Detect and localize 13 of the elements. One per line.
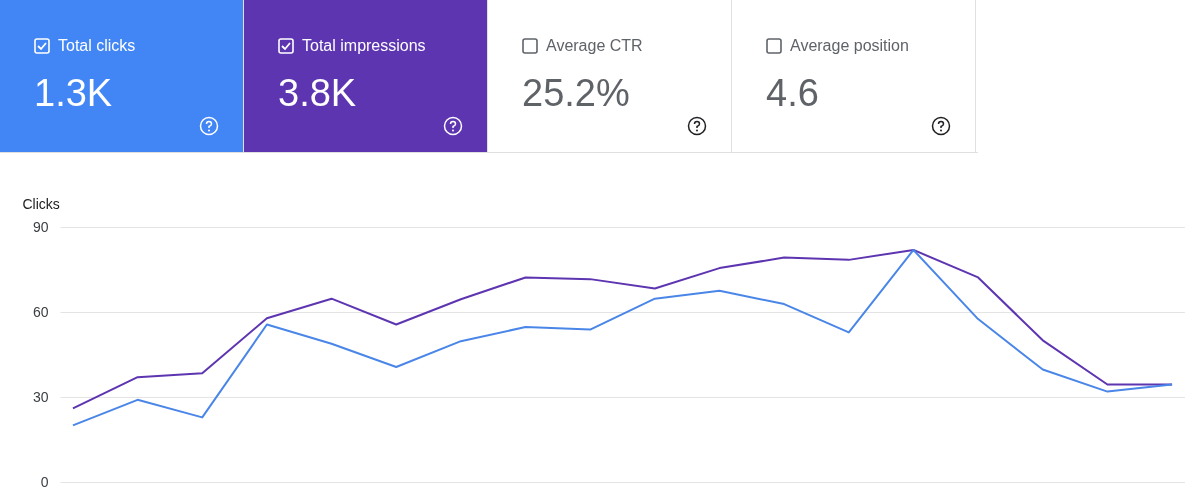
text: 25.2%: [522, 72, 630, 115]
text: 4.6: [766, 72, 819, 115]
y-tick-label: 60: [32, 303, 49, 320]
y-tick-label: 30: [32, 388, 49, 405]
text: 3.8K: [278, 72, 357, 115]
y-tick-label: 0: [40, 473, 49, 490]
y-axis-title: Clicks: [22, 195, 60, 212]
text: Average CTR: [546, 37, 643, 55]
text: Average position: [790, 37, 909, 55]
y-tick-label: 90: [32, 218, 49, 235]
text: Total clicks: [58, 37, 136, 55]
text: 1.3K: [34, 72, 113, 115]
text: Total impressions: [302, 37, 426, 55]
